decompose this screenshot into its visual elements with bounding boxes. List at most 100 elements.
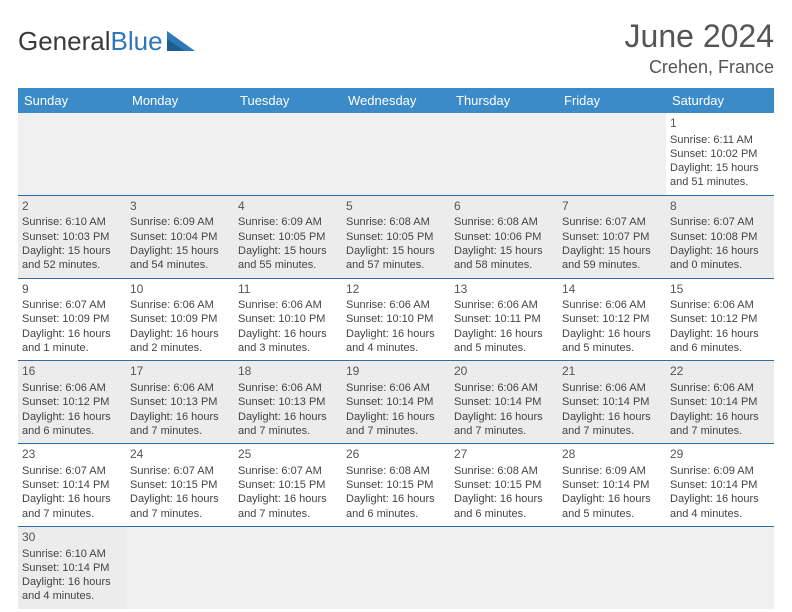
sunrise-text: Sunrise: 6:07 AM bbox=[670, 215, 770, 229]
day-number: 26 bbox=[346, 447, 446, 463]
daylight-text: Daylight: 16 hours bbox=[346, 492, 446, 506]
calendar-week-row: 23Sunrise: 6:07 AMSunset: 10:14 PMDaylig… bbox=[18, 444, 774, 527]
day-number: 14 bbox=[562, 282, 662, 298]
day-number: 9 bbox=[22, 282, 122, 298]
sunset-text: Sunset: 10:03 PM bbox=[22, 230, 122, 244]
sunset-text: Sunset: 10:15 PM bbox=[130, 478, 230, 492]
month-title: June 2024 bbox=[625, 18, 774, 55]
sunrise-text: Sunrise: 6:08 AM bbox=[454, 464, 554, 478]
daylight-text: and 57 minutes. bbox=[346, 258, 446, 272]
day-number: 23 bbox=[22, 447, 122, 463]
daylight-text: Daylight: 15 hours bbox=[22, 244, 122, 258]
calendar-day-cell: 7Sunrise: 6:07 AMSunset: 10:07 PMDayligh… bbox=[558, 195, 666, 278]
day-number: 11 bbox=[238, 282, 338, 298]
daylight-text: and 54 minutes. bbox=[130, 258, 230, 272]
sunrise-text: Sunrise: 6:09 AM bbox=[670, 464, 770, 478]
day-number: 12 bbox=[346, 282, 446, 298]
sunset-text: Sunset: 10:14 PM bbox=[562, 478, 662, 492]
sunrise-text: Sunrise: 6:06 AM bbox=[22, 381, 122, 395]
calendar-blank-cell bbox=[342, 526, 450, 608]
daylight-text: and 58 minutes. bbox=[454, 258, 554, 272]
calendar-day-cell: 24Sunrise: 6:07 AMSunset: 10:15 PMDaylig… bbox=[126, 444, 234, 527]
sunrise-text: Sunrise: 6:09 AM bbox=[130, 215, 230, 229]
daylight-text: Daylight: 16 hours bbox=[562, 492, 662, 506]
calendar-day-cell: 12Sunrise: 6:06 AMSunset: 10:10 PMDaylig… bbox=[342, 278, 450, 361]
day-number: 10 bbox=[130, 282, 230, 298]
day-number: 8 bbox=[670, 199, 770, 215]
day-number: 28 bbox=[562, 447, 662, 463]
daylight-text: Daylight: 16 hours bbox=[130, 492, 230, 506]
location: Crehen, France bbox=[625, 57, 774, 78]
calendar-day-cell: 22Sunrise: 6:06 AMSunset: 10:14 PMDaylig… bbox=[666, 361, 774, 444]
daylight-text: and 7 minutes. bbox=[130, 424, 230, 438]
sunset-text: Sunset: 10:04 PM bbox=[130, 230, 230, 244]
day-number: 29 bbox=[670, 447, 770, 463]
daylight-text: Daylight: 16 hours bbox=[22, 410, 122, 424]
sunset-text: Sunset: 10:14 PM bbox=[562, 395, 662, 409]
daylight-text: and 6 minutes. bbox=[454, 507, 554, 521]
daylight-text: and 7 minutes. bbox=[562, 424, 662, 438]
calendar-day-cell: 18Sunrise: 6:06 AMSunset: 10:13 PMDaylig… bbox=[234, 361, 342, 444]
calendar-day-cell: 9Sunrise: 6:07 AMSunset: 10:09 PMDayligh… bbox=[18, 278, 126, 361]
sunset-text: Sunset: 10:09 PM bbox=[130, 312, 230, 326]
daylight-text: Daylight: 16 hours bbox=[22, 575, 122, 589]
day-number: 20 bbox=[454, 364, 554, 380]
daylight-text: and 59 minutes. bbox=[562, 258, 662, 272]
sunset-text: Sunset: 10:14 PM bbox=[22, 561, 122, 575]
calendar-blank-cell bbox=[234, 526, 342, 608]
weekday-header: Sunday bbox=[18, 88, 126, 113]
sunrise-text: Sunrise: 6:06 AM bbox=[238, 298, 338, 312]
sunrise-text: Sunrise: 6:06 AM bbox=[670, 298, 770, 312]
sunset-text: Sunset: 10:14 PM bbox=[454, 395, 554, 409]
day-number: 6 bbox=[454, 199, 554, 215]
day-number: 2 bbox=[22, 199, 122, 215]
daylight-text: Daylight: 15 hours bbox=[670, 161, 770, 175]
sunrise-text: Sunrise: 6:06 AM bbox=[346, 381, 446, 395]
daylight-text: and 6 minutes. bbox=[22, 424, 122, 438]
daylight-text: and 6 minutes. bbox=[346, 507, 446, 521]
daylight-text: and 6 minutes. bbox=[670, 341, 770, 355]
sunrise-text: Sunrise: 6:06 AM bbox=[454, 298, 554, 312]
sunset-text: Sunset: 10:08 PM bbox=[670, 230, 770, 244]
brand-part1: General bbox=[18, 26, 111, 57]
sunset-text: Sunset: 10:10 PM bbox=[346, 312, 446, 326]
daylight-text: and 4 minutes. bbox=[670, 507, 770, 521]
daylight-text: and 7 minutes. bbox=[238, 507, 338, 521]
day-number: 16 bbox=[22, 364, 122, 380]
sunset-text: Sunset: 10:15 PM bbox=[238, 478, 338, 492]
calendar-blank-cell bbox=[666, 526, 774, 608]
day-number: 25 bbox=[238, 447, 338, 463]
weekday-header: Thursday bbox=[450, 88, 558, 113]
calendar-week-row: 1Sunrise: 6:11 AMSunset: 10:02 PMDayligh… bbox=[18, 113, 774, 195]
sunrise-text: Sunrise: 6:07 AM bbox=[562, 215, 662, 229]
day-number: 4 bbox=[238, 199, 338, 215]
daylight-text: Daylight: 15 hours bbox=[238, 244, 338, 258]
sunrise-text: Sunrise: 6:06 AM bbox=[238, 381, 338, 395]
calendar-day-cell: 19Sunrise: 6:06 AMSunset: 10:14 PMDaylig… bbox=[342, 361, 450, 444]
day-number: 3 bbox=[130, 199, 230, 215]
sunset-text: Sunset: 10:10 PM bbox=[238, 312, 338, 326]
calendar-day-cell: 3Sunrise: 6:09 AMSunset: 10:04 PMDayligh… bbox=[126, 195, 234, 278]
flag-icon bbox=[167, 31, 197, 53]
calendar-day-cell: 30Sunrise: 6:10 AMSunset: 10:14 PMDaylig… bbox=[18, 526, 126, 608]
calendar-blank-cell bbox=[126, 526, 234, 608]
daylight-text: Daylight: 16 hours bbox=[670, 492, 770, 506]
day-number: 15 bbox=[670, 282, 770, 298]
daylight-text: and 4 minutes. bbox=[346, 341, 446, 355]
calendar-week-row: 30Sunrise: 6:10 AMSunset: 10:14 PMDaylig… bbox=[18, 526, 774, 608]
calendar-day-cell: 6Sunrise: 6:08 AMSunset: 10:06 PMDayligh… bbox=[450, 195, 558, 278]
weekday-header-row: SundayMondayTuesdayWednesdayThursdayFrid… bbox=[18, 88, 774, 113]
sunset-text: Sunset: 10:14 PM bbox=[670, 478, 770, 492]
calendar-day-cell: 4Sunrise: 6:09 AMSunset: 10:05 PMDayligh… bbox=[234, 195, 342, 278]
sunset-text: Sunset: 10:11 PM bbox=[454, 312, 554, 326]
sunset-text: Sunset: 10:13 PM bbox=[130, 395, 230, 409]
sunset-text: Sunset: 10:12 PM bbox=[562, 312, 662, 326]
calendar-blank-cell bbox=[234, 113, 342, 195]
sunrise-text: Sunrise: 6:06 AM bbox=[670, 381, 770, 395]
sunrise-text: Sunrise: 6:07 AM bbox=[238, 464, 338, 478]
sunrise-text: Sunrise: 6:06 AM bbox=[130, 381, 230, 395]
sunset-text: Sunset: 10:14 PM bbox=[670, 395, 770, 409]
sunset-text: Sunset: 10:14 PM bbox=[22, 478, 122, 492]
calendar-week-row: 9Sunrise: 6:07 AMSunset: 10:09 PMDayligh… bbox=[18, 278, 774, 361]
day-number: 13 bbox=[454, 282, 554, 298]
